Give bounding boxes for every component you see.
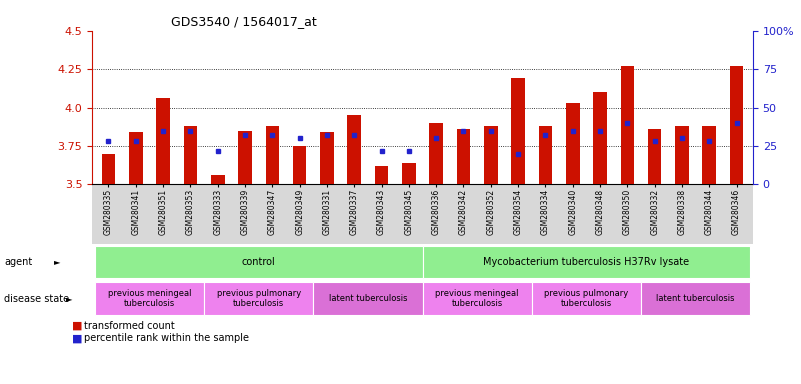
Bar [594,92,607,184]
Bar [648,129,662,184]
Text: latent tuberculosis: latent tuberculosis [328,294,407,303]
Text: disease state: disease state [4,293,69,304]
Bar [375,166,388,184]
Text: previous meningeal
tuberculosis: previous meningeal tuberculosis [436,289,519,308]
Bar [402,163,416,184]
Text: ■: ■ [72,321,83,331]
Bar [348,115,361,184]
Text: percentile rank within the sample: percentile rank within the sample [84,333,249,343]
Text: agent: agent [4,257,32,267]
Bar [320,132,334,184]
Text: control: control [242,257,276,267]
Bar [457,129,470,184]
Text: ►: ► [66,294,72,303]
Bar [730,66,743,184]
Text: previous pulmonary
tuberculosis: previous pulmonary tuberculosis [544,289,629,308]
Bar [675,126,689,184]
Text: previous meningeal
tuberculosis: previous meningeal tuberculosis [107,289,191,308]
Text: ►: ► [54,258,61,266]
Bar [129,132,143,184]
Bar [484,126,497,184]
Bar [265,126,280,184]
Text: GDS3540 / 1564017_at: GDS3540 / 1564017_at [171,15,317,28]
Bar [238,131,252,184]
Bar [156,98,170,184]
Text: previous pulmonary
tuberculosis: previous pulmonary tuberculosis [216,289,301,308]
Bar [621,66,634,184]
Text: transformed count: transformed count [84,321,175,331]
Bar [702,126,716,184]
Text: Mycobacterium tuberculosis H37Rv lysate: Mycobacterium tuberculosis H37Rv lysate [483,257,690,267]
Text: latent tuberculosis: latent tuberculosis [656,294,735,303]
Bar [211,175,224,184]
Bar [566,103,580,184]
Bar [102,154,115,184]
Bar [429,123,443,184]
Bar [293,146,307,184]
Bar [183,126,197,184]
Bar [511,78,525,184]
Text: ■: ■ [72,333,83,343]
Bar [538,126,552,184]
